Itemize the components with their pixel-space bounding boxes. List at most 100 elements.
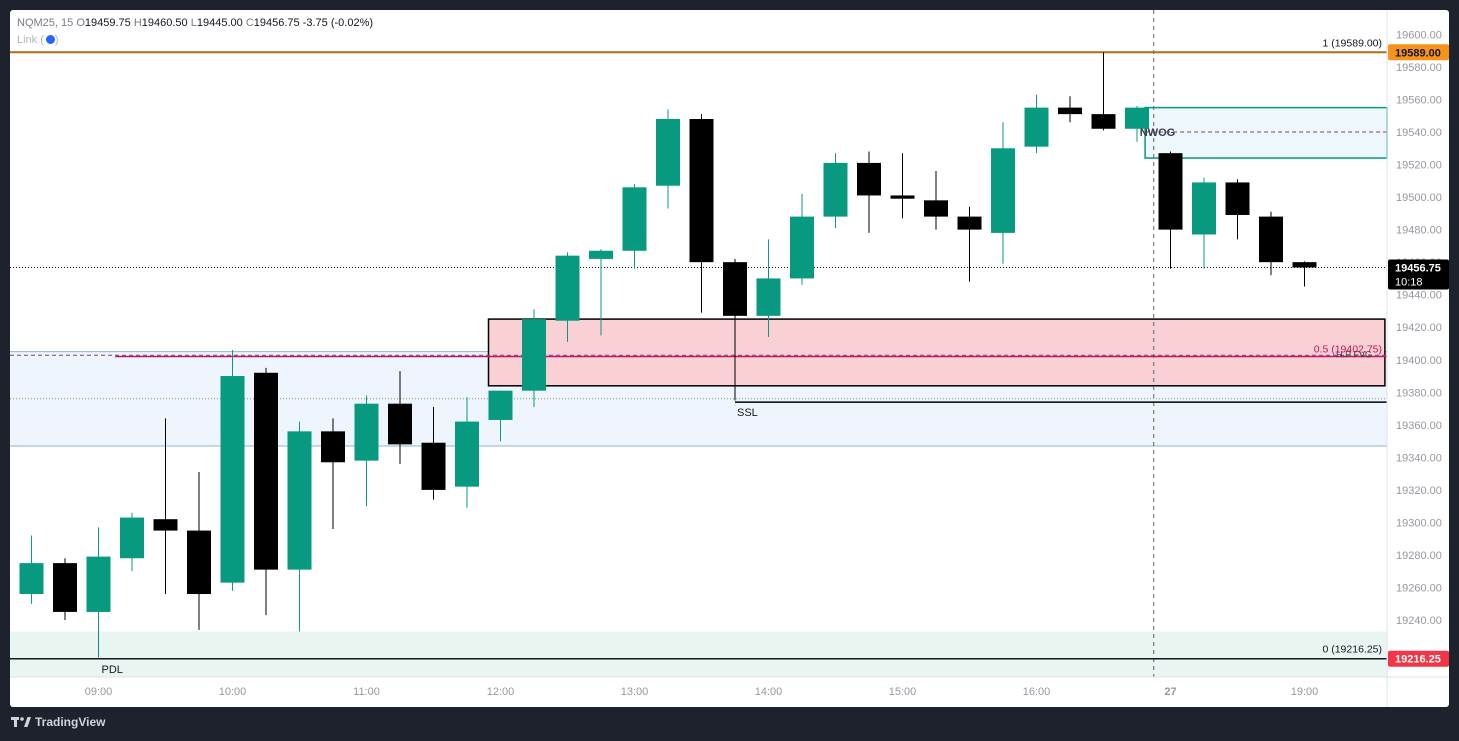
- candle-body: [1158, 153, 1183, 230]
- fvg-zone: [487, 318, 1386, 387]
- fib-level-0-label: 0 (19216.25): [1322, 644, 1382, 656]
- fib-level-1-label: 1 (19589.00): [1322, 37, 1382, 49]
- fib-level-1-tag: 19589.00: [1395, 47, 1441, 59]
- price-tick-label: 19560.00: [1396, 94, 1442, 106]
- price-tick-label: 19520.00: [1396, 160, 1442, 172]
- tradingview-brand[interactable]: TradingView: [11, 715, 105, 729]
- candle-body: [53, 563, 77, 612]
- candle-body: [354, 403, 379, 461]
- candle-body: [455, 421, 479, 487]
- candle-body: [522, 319, 546, 391]
- fib-level-0-tag: 19216.25: [1395, 654, 1441, 666]
- candle-body: [488, 390, 513, 420]
- price-tick-label: 19300.00: [1396, 517, 1442, 529]
- price-tick-label: 19380.00: [1396, 387, 1442, 399]
- price-tick-label: 19540.00: [1396, 127, 1442, 139]
- candle-body: [187, 530, 211, 595]
- candle-body: [823, 162, 848, 217]
- candle-body: [1292, 262, 1317, 268]
- time-tick-label: 19:00: [1291, 686, 1319, 698]
- time-tick-label: 16:00: [1023, 686, 1051, 698]
- fib-level-1-tag-bg: [1388, 44, 1449, 61]
- candle-body: [790, 216, 814, 279]
- time-tick-label: 14:00: [755, 686, 783, 698]
- fib-level-0-tag-bg: [1388, 650, 1449, 667]
- time-tick-label: 09:00: [85, 686, 113, 698]
- low-label: L: [190, 17, 197, 29]
- candle-body: [924, 200, 948, 217]
- time-tick-label: 12:00: [487, 686, 515, 698]
- pdl-zone: [10, 631, 1387, 677]
- candle-body: [220, 376, 245, 583]
- price-tick-label: 19500.00: [1396, 192, 1442, 204]
- fib-half-label: 0.5 (19402.75): [1314, 343, 1382, 355]
- candle-body: [555, 255, 580, 321]
- price-tick-label: 19480.00: [1396, 225, 1442, 237]
- fvg-label: H.P FVG: [1336, 350, 1372, 360]
- chart-frame: NWOG H.P FVG 0.5 (19402.75) 1 (19589.00) 0 (…: [10, 10, 1449, 707]
- price-tick-label: 19340.00: [1396, 452, 1442, 464]
- price-tick-label: 19260.00: [1396, 583, 1442, 595]
- candle-body: [1192, 182, 1216, 235]
- price-tick-label: 19240.00: [1396, 615, 1442, 627]
- candle-body: [153, 519, 178, 531]
- nwog-label: NWOG: [1140, 127, 1175, 139]
- candle-body: [890, 195, 915, 199]
- candle-body: [1091, 114, 1116, 129]
- ohlc-legend: NQM25, 15 O19459.75 H19460.50 L19445.00 …: [17, 17, 373, 29]
- change-value: -3.75 (-0.02%): [302, 17, 374, 29]
- price-tick-label: 19400.00: [1396, 355, 1442, 367]
- time-tick-label: 27: [1164, 686, 1176, 698]
- candle-body: [991, 148, 1015, 233]
- candle-body: [1024, 107, 1049, 147]
- last-price-tag-countdown: 10:18: [1395, 276, 1423, 288]
- last-price-tag: 19456.75: [1395, 262, 1441, 274]
- link-indicator[interactable]: Link (): [17, 34, 59, 46]
- candle-body: [321, 431, 345, 463]
- candle-body: [1259, 216, 1283, 263]
- time-tick-label: 11:00: [353, 686, 380, 698]
- candle-body: [622, 187, 647, 251]
- price-tick-label: 19420.00: [1396, 322, 1442, 334]
- time-tick-label: 13:00: [621, 686, 649, 698]
- candle-body: [723, 262, 747, 316]
- candle-body: [1058, 107, 1082, 115]
- price-tick-label: 19440.00: [1396, 290, 1442, 302]
- link-dot-icon: [45, 34, 55, 44]
- candle-body: [689, 118, 714, 263]
- candle-body: [388, 403, 412, 445]
- high-value: 19460.50: [141, 17, 188, 29]
- candle-body: [589, 250, 613, 259]
- candle-body: [19, 563, 44, 595]
- open-value: 19459.75: [84, 17, 131, 29]
- brand-label: TradingView: [35, 715, 106, 729]
- ssl-label: SSL: [737, 407, 758, 419]
- close-label: C: [245, 17, 254, 29]
- pdl-label: PDL: [102, 664, 123, 676]
- candle-body: [120, 517, 144, 559]
- close-value: 19456.75: [253, 17, 300, 29]
- candle-body: [287, 431, 312, 570]
- link-label: Link: [17, 34, 38, 46]
- candle-body: [656, 118, 680, 186]
- price-tick-label: 19320.00: [1396, 485, 1442, 497]
- symbol-label[interactable]: NQM25, 15: [17, 17, 74, 29]
- open-label: O: [76, 17, 85, 29]
- time-tick-label: 10:00: [219, 686, 247, 698]
- low-value: 19445.00: [196, 17, 243, 29]
- time-tick-label: 15:00: [889, 686, 917, 698]
- nwog-zone: [1144, 106, 1388, 159]
- candle-body: [421, 442, 446, 490]
- candle-body: [957, 216, 982, 230]
- price-tick-label: 19280.00: [1396, 550, 1442, 562]
- candle-body: [254, 372, 278, 570]
- last-price-tag-bg: [1388, 259, 1449, 290]
- candle-body: [1225, 182, 1250, 215]
- price-tick-label: 19360.00: [1396, 420, 1442, 432]
- candle-body: [756, 278, 781, 316]
- price-tick-label: 19600.00: [1396, 29, 1442, 41]
- price-tick-label: 19580.00: [1396, 62, 1442, 74]
- candle-body: [86, 556, 111, 612]
- high-label: H: [133, 17, 142, 29]
